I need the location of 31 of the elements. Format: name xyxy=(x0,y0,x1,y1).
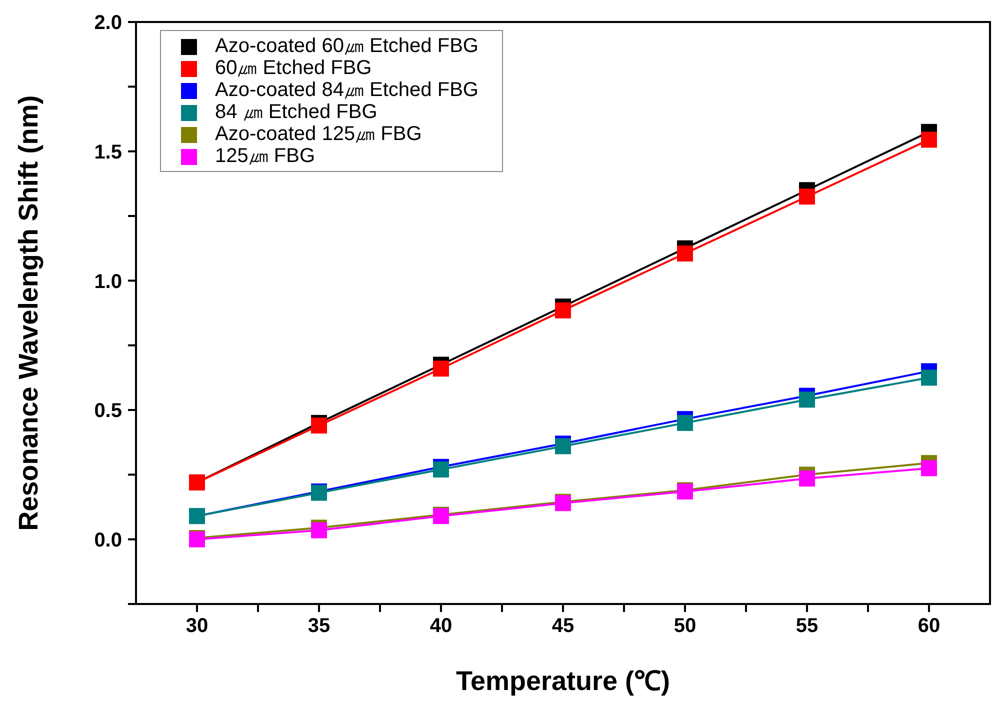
x-tick-label: 30 xyxy=(186,615,208,638)
x-tick-label: 40 xyxy=(430,615,452,638)
x-axis-title: Temperature (℃) xyxy=(456,666,670,696)
x-tick-label: 45 xyxy=(552,615,574,638)
point xyxy=(799,392,815,408)
legend-label: Azo-coated 60㎛ Etched FBG xyxy=(215,35,478,57)
legend-label: 125㎛ FBG xyxy=(215,145,316,167)
point xyxy=(311,418,327,434)
x-tick-label: 60 xyxy=(918,615,940,638)
legend-label: 84 ㎛ Etched FBG xyxy=(215,101,378,123)
point xyxy=(677,246,693,262)
y-tick-label: 1.5 xyxy=(94,141,122,164)
x-tick-label: 35 xyxy=(308,615,330,638)
point xyxy=(799,470,815,487)
point xyxy=(921,370,937,386)
y-tick-label: 0.5 xyxy=(94,400,122,422)
point xyxy=(433,360,449,377)
point xyxy=(799,188,815,205)
point xyxy=(921,460,937,476)
y-tick-label: 2.0 xyxy=(94,12,122,34)
x-tick-label: 55 xyxy=(796,615,818,638)
point xyxy=(921,132,937,148)
legend-label: Azo-coated 125㎛ FBG xyxy=(215,123,422,145)
point xyxy=(677,414,693,431)
x-tick-label: 50 xyxy=(674,615,696,638)
legend-label: Azo-coated 84㎛ Etched FBG xyxy=(215,79,478,101)
y-tick-label: 0.0 xyxy=(94,529,122,552)
legend-label: 60㎛ Etched FBG xyxy=(215,57,372,79)
y-tick-label: 1.0 xyxy=(94,270,122,293)
y-axis-title: Resonance Wavelength Shift (nm) xyxy=(14,95,44,531)
point xyxy=(555,302,571,318)
